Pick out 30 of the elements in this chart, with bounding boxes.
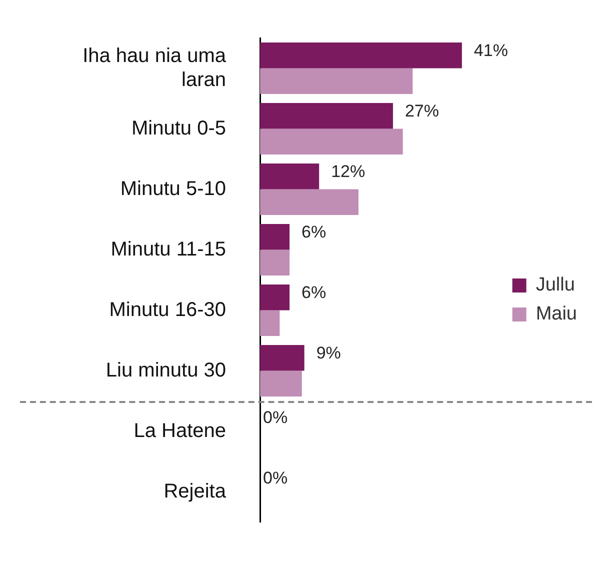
data-label: 0% — [263, 468, 288, 488]
legend-label: Maiu — [536, 304, 578, 325]
data-label: 0% — [263, 408, 288, 428]
bar — [260, 103, 393, 129]
bar — [260, 310, 280, 336]
bar — [260, 250, 290, 276]
data-label: 27% — [404, 102, 440, 121]
legend-label: Jullu — [536, 274, 575, 296]
y-tick-label: Minutu 16-30 — [109, 298, 226, 321]
y-tick-label: Minutu 0-5 — [132, 117, 226, 140]
data-label: 6% — [302, 283, 326, 302]
y-tick-label: La Hatene — [134, 420, 226, 442]
data-label: 12% — [331, 162, 366, 182]
bar — [260, 370, 302, 396]
y-tick-label: Rejeita — [164, 480, 227, 502]
y-tick-label: Liu minutu 30 — [106, 359, 226, 382]
data-label: 41% — [474, 41, 508, 60]
bar — [260, 284, 290, 310]
bar — [260, 164, 320, 190]
bar — [260, 345, 304, 371]
y-tick-label: Minutu 5-10 — [120, 178, 226, 200]
bar — [260, 224, 290, 250]
y-tick-label: Minutu 11-15 — [110, 238, 226, 260]
y-tick-label: Iha hau nia uma laran — [82, 44, 227, 91]
bar — [260, 42, 462, 68]
bar — [260, 189, 359, 215]
bar — [260, 128, 403, 154]
data-label: 9% — [316, 344, 341, 363]
bar — [260, 68, 413, 94]
data-label: 6% — [302, 222, 326, 242]
